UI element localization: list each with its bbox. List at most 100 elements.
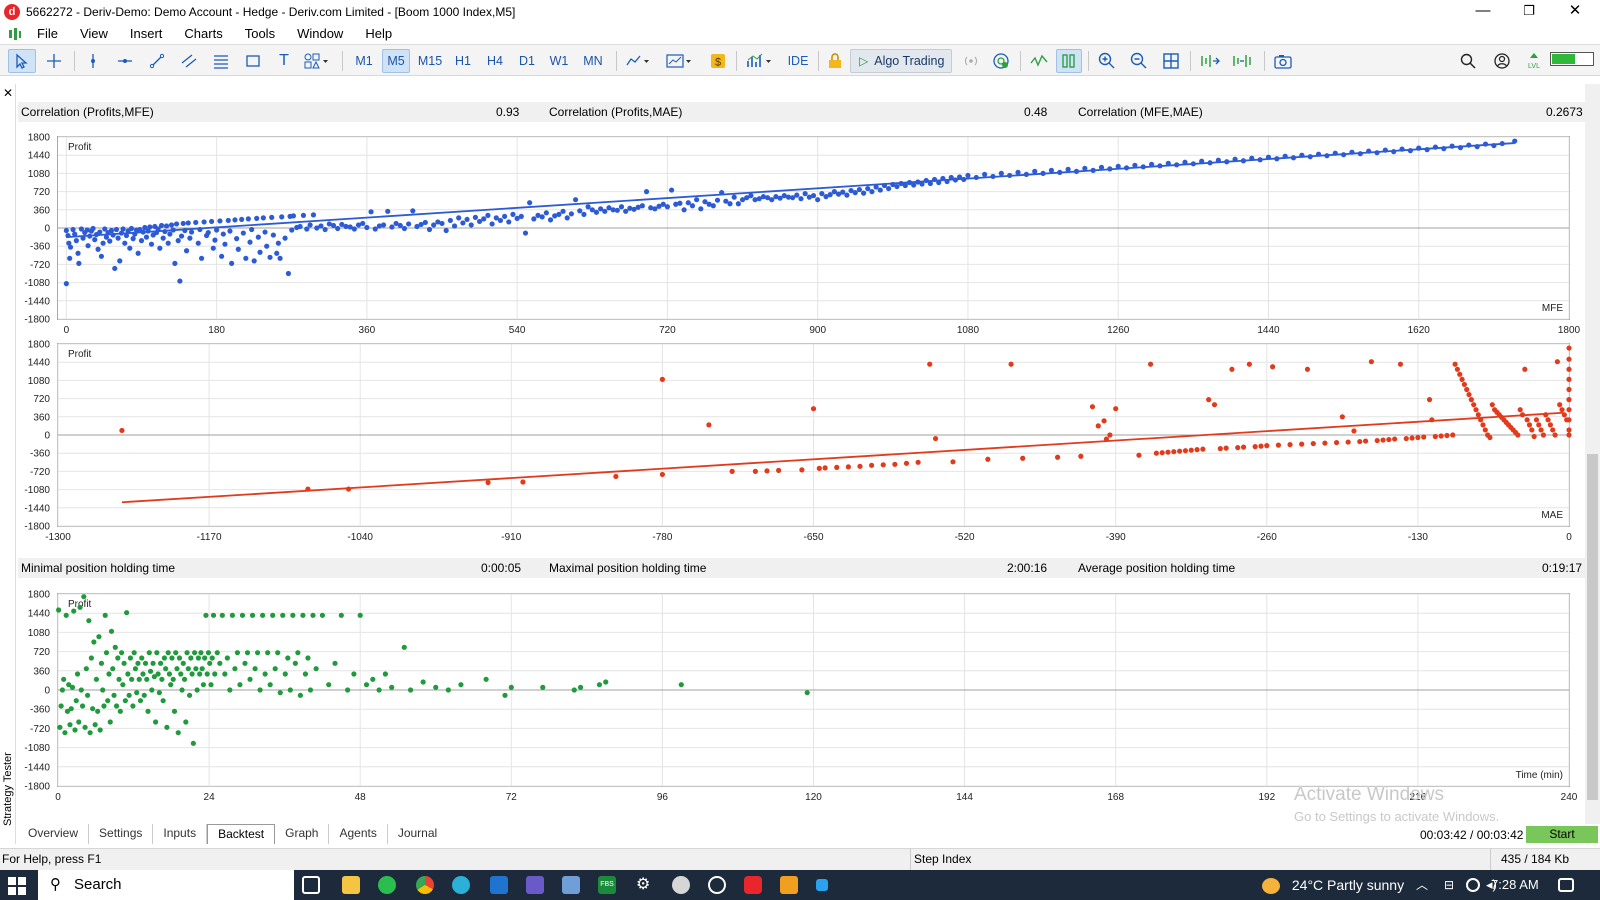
edge-icon[interactable] bbox=[452, 876, 470, 894]
menu-window[interactable]: Window bbox=[297, 26, 344, 41]
fibonacci-icon[interactable] bbox=[208, 49, 234, 73]
search-icon[interactable] bbox=[1456, 49, 1480, 73]
channel-icon[interactable] bbox=[176, 49, 202, 73]
windows-start-icon[interactable] bbox=[8, 877, 26, 895]
rectangle-icon[interactable] bbox=[240, 49, 266, 73]
obs-icon[interactable] bbox=[708, 876, 726, 894]
close-panel-icon[interactable]: ✕ bbox=[3, 86, 14, 100]
data-point bbox=[445, 687, 451, 693]
data-point bbox=[275, 650, 281, 656]
data-point bbox=[1200, 446, 1206, 452]
app-icon[interactable] bbox=[816, 879, 828, 891]
data-point bbox=[181, 676, 188, 682]
data-point bbox=[360, 220, 366, 227]
tab-agents[interactable]: Agents bbox=[329, 824, 388, 844]
data-point bbox=[1386, 436, 1392, 443]
tab-inputs[interactable]: Inputs bbox=[153, 824, 208, 844]
cursor-icon[interactable] bbox=[8, 49, 36, 73]
timeframe-m15[interactable]: M15 bbox=[417, 54, 443, 68]
algo-trading-button[interactable]: ▷ Algo Trading bbox=[850, 49, 952, 73]
text-icon[interactable]: T bbox=[279, 52, 289, 69]
ide-button[interactable]: IDE bbox=[787, 54, 809, 68]
indicators-icon[interactable] bbox=[742, 49, 778, 73]
chart-shift-icon[interactable] bbox=[1228, 49, 1256, 73]
lock-icon[interactable] bbox=[824, 49, 846, 73]
taskbar-clock[interactable]: 7:28 AM bbox=[1491, 877, 1539, 892]
chrome-icon[interactable] bbox=[416, 876, 434, 894]
vertical-scrollbar[interactable] bbox=[1585, 84, 1600, 824]
template-icon[interactable] bbox=[662, 49, 698, 73]
data-point bbox=[1454, 366, 1461, 372]
tab-journal[interactable]: Journal bbox=[397, 826, 438, 840]
data-point bbox=[142, 660, 149, 666]
volume-icon[interactable]: ◂) bbox=[1486, 877, 1497, 892]
store-icon[interactable] bbox=[490, 876, 508, 894]
data-point bbox=[72, 727, 78, 733]
start-button[interactable]: Start bbox=[1526, 826, 1598, 843]
timeframe-w1[interactable]: W1 bbox=[549, 54, 569, 68]
file-explorer-icon[interactable] bbox=[342, 876, 360, 894]
data-point bbox=[274, 250, 280, 256]
data-point bbox=[577, 208, 583, 214]
teams-icon[interactable] bbox=[526, 876, 544, 894]
taskbar-search[interactable]: ⚲ Search bbox=[38, 870, 294, 900]
weather-widget[interactable]: 24°C Partly sunny bbox=[1262, 870, 1404, 900]
horizontal-line-icon[interactable] bbox=[112, 49, 138, 73]
timeframe-h4[interactable]: H4 bbox=[487, 54, 503, 68]
vertical-line-icon[interactable] bbox=[80, 49, 106, 73]
settings-icon[interactable]: ⚙ bbox=[636, 876, 651, 893]
crosshair-icon[interactable] bbox=[40, 49, 68, 73]
zoom-in-icon[interactable] bbox=[1094, 49, 1120, 73]
tab-backtest[interactable]: Backtest bbox=[207, 824, 276, 844]
scrollbar-thumb[interactable] bbox=[1587, 454, 1598, 800]
fbs-icon[interactable]: FBS bbox=[598, 876, 616, 894]
network-icon[interactable] bbox=[1466, 878, 1480, 892]
timeframe-h1[interactable]: H1 bbox=[455, 54, 471, 68]
account-icon[interactable] bbox=[1490, 49, 1514, 73]
data-point bbox=[1351, 428, 1357, 434]
restore-button[interactable]: ❐ bbox=[1523, 3, 1535, 18]
autoscroll-icon[interactable] bbox=[1196, 49, 1224, 73]
photos-icon[interactable] bbox=[562, 876, 580, 894]
tab-settings[interactable]: Settings bbox=[89, 824, 154, 844]
menu-tools[interactable]: Tools bbox=[244, 26, 276, 41]
menu-view[interactable]: View bbox=[79, 26, 108, 41]
tab-overview[interactable]: Overview bbox=[18, 824, 90, 844]
data-point bbox=[174, 666, 180, 672]
files-icon[interactable] bbox=[780, 876, 798, 894]
menu-insert[interactable]: Insert bbox=[129, 26, 163, 41]
timeframe-mn[interactable]: MN bbox=[583, 54, 603, 68]
tray-chevron-icon[interactable]: ︿ bbox=[1416, 878, 1429, 892]
level-icon[interactable]: LVL bbox=[1522, 49, 1546, 73]
menu-charts[interactable]: Charts bbox=[184, 26, 223, 41]
tick-chart-icon[interactable] bbox=[1026, 49, 1052, 73]
close-button[interactable]: ✕ bbox=[1568, 2, 1582, 19]
dollar-icon[interactable]: $ bbox=[706, 49, 730, 73]
whatsapp-icon[interactable] bbox=[378, 876, 396, 894]
data-point bbox=[124, 610, 130, 616]
shapes-icon[interactable] bbox=[300, 49, 334, 73]
data-point bbox=[485, 212, 491, 218]
timeframe-m5[interactable]: M5 bbox=[382, 49, 410, 73]
tab-graph[interactable]: Graph bbox=[275, 824, 330, 844]
data-point bbox=[804, 690, 810, 696]
task-view-icon[interactable] bbox=[302, 876, 320, 894]
screenshot-icon[interactable] bbox=[1270, 49, 1296, 73]
notifications-icon[interactable] bbox=[1558, 878, 1574, 892]
market-watch-icon[interactable] bbox=[8, 27, 22, 41]
deriv-icon[interactable] bbox=[744, 876, 762, 894]
trendline-icon[interactable] bbox=[144, 49, 170, 73]
timeframe-d1[interactable]: D1 bbox=[519, 54, 535, 68]
zoom-out-icon[interactable] bbox=[1126, 49, 1152, 73]
chat-icon[interactable] bbox=[672, 876, 690, 894]
tile-windows-icon[interactable] bbox=[1158, 49, 1184, 73]
depth-of-market-icon[interactable] bbox=[1056, 49, 1082, 73]
usb-icon[interactable]: ⊟ bbox=[1444, 878, 1455, 892]
menu-file[interactable]: File bbox=[37, 26, 58, 41]
globe-icon[interactable] bbox=[988, 49, 1014, 73]
timeframe-m1[interactable]: M1 bbox=[355, 54, 373, 68]
menu-help[interactable]: Help bbox=[365, 26, 393, 41]
signal-icon[interactable] bbox=[958, 49, 984, 73]
minimize-button[interactable]: — bbox=[1475, 2, 1491, 19]
chart-type-icon[interactable] bbox=[622, 49, 656, 73]
